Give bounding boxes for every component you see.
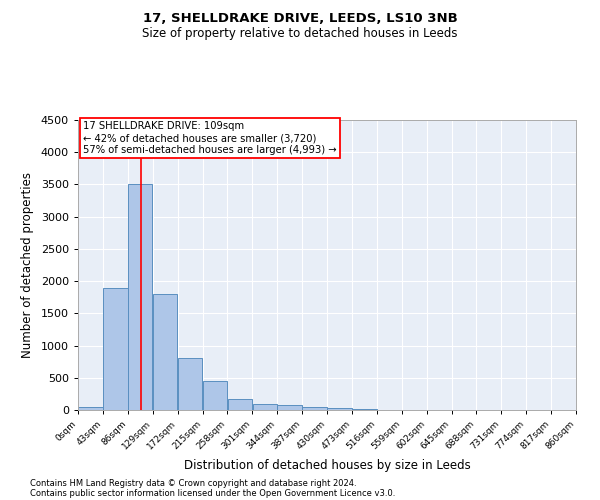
Bar [153,294,178,410]
Text: Contains HM Land Registry data © Crown copyright and database right 2024.: Contains HM Land Registry data © Crown c… [30,478,356,488]
Bar [78,407,103,410]
Y-axis label: Number of detached properties: Number of detached properties [21,172,34,358]
Bar [302,407,327,410]
Bar [227,398,252,410]
Text: 17, SHELLDRAKE DRIVE, LEEDS, LS10 3NB: 17, SHELLDRAKE DRIVE, LEEDS, LS10 3NB [143,12,457,26]
Text: Size of property relative to detached houses in Leeds: Size of property relative to detached ho… [142,28,458,40]
Bar [128,184,152,410]
Bar [178,358,202,410]
Bar [277,405,302,410]
Bar [203,381,227,410]
Bar [253,404,277,410]
Text: 17 SHELLDRAKE DRIVE: 109sqm
← 42% of detached houses are smaller (3,720)
57% of : 17 SHELLDRAKE DRIVE: 109sqm ← 42% of det… [83,122,337,154]
X-axis label: Distribution of detached houses by size in Leeds: Distribution of detached houses by size … [184,460,470,472]
Bar [103,288,128,410]
Bar [327,408,352,410]
Text: Contains public sector information licensed under the Open Government Licence v3: Contains public sector information licen… [30,488,395,498]
